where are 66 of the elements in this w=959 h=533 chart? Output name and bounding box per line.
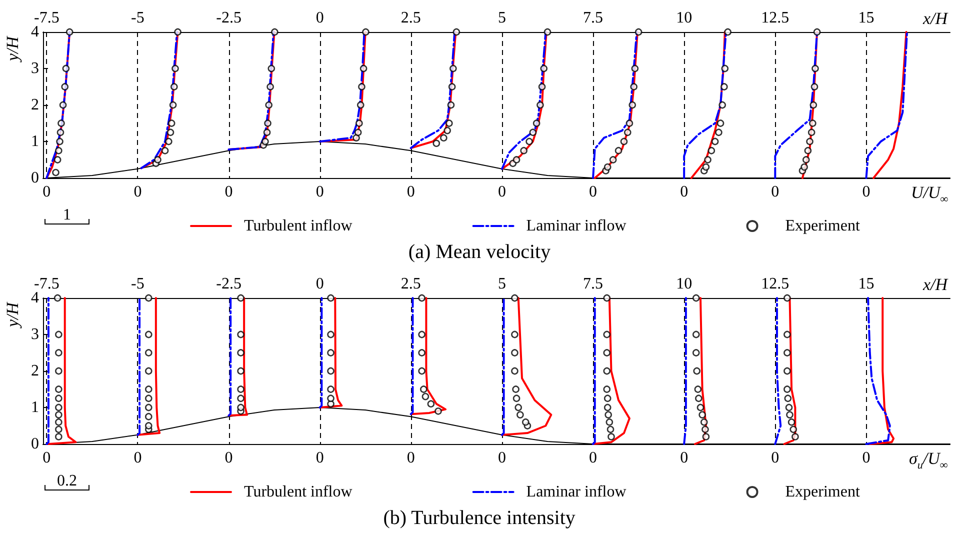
y-tick-label: 1 [31, 399, 39, 416]
x-tick-label: 2.5 [400, 10, 421, 26]
y-axis-title: y/H [3, 36, 22, 61]
text: 0 [498, 450, 506, 466]
y-tick-label: 1 [31, 133, 39, 150]
x-tick-label: -7.5 [34, 10, 60, 26]
text: 0 [316, 184, 324, 200]
text: 0 [589, 450, 598, 466]
x-tick-label: 12.5 [761, 10, 790, 26]
y-tick-label: 2 [31, 96, 39, 114]
text: 1 [63, 206, 71, 224]
text: σ$_{u}$/U$_{∞}$ [909, 449, 948, 472]
y-tick-label: 0 [31, 436, 39, 452]
legend-label: Experiment [785, 218, 860, 234]
text: 0 [498, 184, 506, 200]
text: 0 [680, 450, 688, 466]
text: 0 [134, 450, 142, 466]
legend-label: Laminar inflow [526, 484, 627, 500]
legend-label: Turbulent inflow [244, 484, 353, 500]
text: 0 [589, 184, 598, 200]
x-tick-label: -7.5 [34, 276, 60, 292]
legend-label: Experiment [785, 484, 860, 500]
text: 0 [42, 450, 51, 466]
x-tick-label: 15 [858, 276, 874, 292]
y-tick-label: 4 [31, 24, 39, 40]
y-tick-label: 3 [31, 326, 39, 343]
x-tick-label: 12.5 [761, 276, 790, 292]
x-axis-title: x/H [923, 9, 948, 28]
text: 0 [406, 184, 415, 200]
text: 0 [771, 450, 780, 466]
y-tick-label: 0 [31, 170, 39, 186]
x-tick-label: -5 [131, 276, 144, 292]
x-tick-label: 5 [498, 276, 506, 292]
y-axis-title: y/H [3, 302, 22, 327]
text: 0 [224, 450, 233, 466]
y-tick-label: 2 [31, 362, 39, 380]
x-tick-label: 5 [498, 10, 506, 26]
text: (b) Turbulence intensity [383, 507, 576, 529]
text: 0 [224, 184, 233, 200]
text: 0 [316, 450, 324, 466]
x-tick-label: 2.5 [400, 276, 421, 292]
x-tick-label: 10 [676, 276, 692, 292]
x-tick-label: -2.5 [216, 10, 242, 26]
legend-label: Laminar inflow [526, 218, 627, 234]
text: 0 [680, 184, 688, 200]
text: 0.2 [57, 472, 77, 490]
x-tick-label: 10 [676, 10, 692, 26]
text: 0 [406, 450, 415, 466]
x-tick-label: 7.5 [583, 276, 604, 292]
text: 0 [862, 450, 870, 466]
x-tick-label: 0 [316, 276, 324, 292]
x-tick-label: 7.5 [583, 10, 604, 26]
y-tick-label: 3 [31, 60, 39, 77]
x-tick-label: 0 [316, 10, 324, 26]
y-tick-label: 4 [31, 290, 39, 306]
text: (a) Mean velocity [408, 241, 551, 263]
text: 0 [771, 184, 780, 200]
text: 0 [862, 184, 870, 200]
text: 0 [134, 184, 142, 200]
legend-label: Turbulent inflow [244, 218, 353, 234]
x-tick-label: 15 [858, 10, 874, 26]
x-axis-title: x/H [923, 275, 948, 294]
x-tick-label: -2.5 [216, 276, 242, 292]
x-tick-label: -5 [131, 10, 144, 26]
text: 0 [42, 184, 51, 200]
text: U/U$_{∞}$ [911, 183, 948, 206]
